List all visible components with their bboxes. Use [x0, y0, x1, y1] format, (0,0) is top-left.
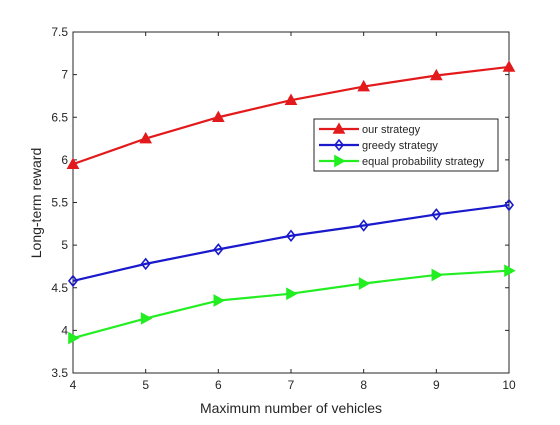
ticks: 4 5 6 7 8 9 103.544.555.566.577.5 — [51, 25, 516, 392]
y-tick-label: 5.5 — [51, 196, 68, 210]
legend-swatch-marker — [333, 138, 345, 152]
data-point-marker — [140, 312, 153, 325]
x-tick-label: 8 — [360, 378, 367, 392]
data-point-marker — [502, 60, 516, 72]
data-point-marker — [357, 79, 371, 92]
data-point-marker — [139, 131, 153, 144]
x-tick-label: 10 — [502, 378, 516, 392]
x-tick-label: 4 — [70, 378, 77, 392]
legend-swatch-marker — [334, 154, 346, 168]
data-point-marker — [286, 287, 298, 301]
y-tick-label: 7.5 — [51, 25, 68, 39]
legend-entry-label: greedy strategy — [362, 140, 438, 152]
y-tick-label: 4 — [61, 323, 68, 337]
legend-swatch-marker — [332, 122, 346, 134]
data-point-marker — [285, 229, 297, 243]
x-tick-label: 9 — [433, 378, 440, 392]
x-tick-label: 5 — [142, 378, 149, 392]
y-axis-label: Long-term reward — [28, 148, 44, 259]
x-tick-label: 7 — [288, 378, 295, 392]
y-tick-label: 5 — [61, 238, 68, 252]
data-point-marker — [503, 198, 515, 212]
series-lines — [66, 60, 516, 345]
data-point-marker — [284, 93, 298, 105]
data-point-marker — [358, 219, 369, 232]
data-point-marker — [211, 110, 225, 123]
data-point-marker — [68, 331, 80, 345]
data-point-marker — [66, 157, 80, 169]
legend-entry-label: equal probability strategy — [362, 156, 485, 168]
series-line-2 — [72, 203, 510, 283]
x-tick-label: 6 — [215, 378, 222, 392]
data-point-marker — [431, 268, 443, 282]
data-point-marker — [213, 294, 225, 307]
plot-area — [72, 31, 510, 374]
data-point-marker — [504, 264, 516, 278]
data-point-marker — [358, 277, 371, 290]
data-point-marker — [67, 274, 79, 288]
data-point-marker — [140, 257, 151, 271]
y-tick-label: 4.5 — [51, 281, 68, 295]
data-point-marker — [431, 208, 442, 221]
y-tick-label: 6.5 — [51, 110, 68, 124]
data-point-marker — [429, 68, 443, 81]
data-point-marker — [213, 243, 224, 256]
x-axis-label: Maximum number of vehicles — [200, 400, 382, 416]
legend-entry-label: our strategy — [362, 124, 421, 136]
legend: our strategy greedy strategy equal probabi… — [313, 118, 499, 172]
y-tick-label: 7 — [61, 68, 68, 82]
y-tick-label: 3.5 — [51, 366, 68, 380]
y-tick-label: 6 — [61, 153, 68, 167]
